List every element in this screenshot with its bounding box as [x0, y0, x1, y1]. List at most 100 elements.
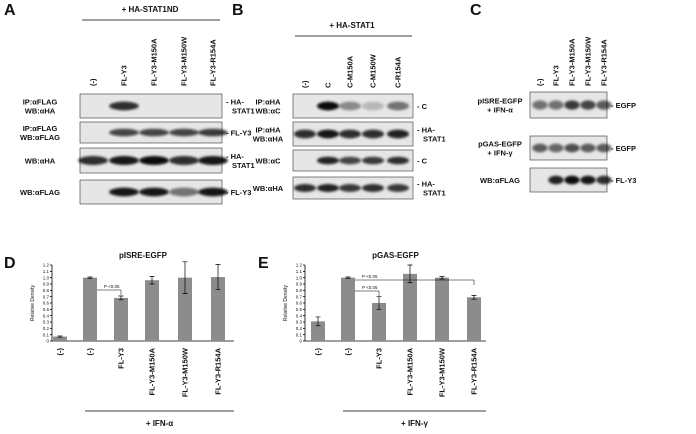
y-tick-label: 0.4 [296, 313, 303, 318]
blot-band [198, 187, 228, 197]
blot-strip [79, 93, 223, 119]
blot-band [293, 129, 317, 139]
blot-band [532, 100, 548, 110]
bar [341, 277, 355, 341]
error-bar [376, 296, 382, 310]
y-axis-label: Relative Density [283, 284, 289, 321]
blot-band [386, 184, 410, 192]
y-tick-label: 0.2 [43, 326, 50, 331]
y-tick-label: 0 [46, 339, 49, 344]
blot-band [386, 129, 410, 139]
band-marker: STAT1 [423, 135, 446, 144]
row-label: WB:αHA [253, 135, 284, 144]
band-marker: - FL-Y3 [226, 129, 251, 138]
panel-label: B [232, 2, 244, 19]
y-tick-label: 1.1 [296, 269, 303, 274]
row-label: + IFN-γ [487, 149, 513, 158]
bar [403, 273, 417, 341]
row-label: WB:αC [255, 157, 281, 166]
lane-label: FL-Y3 [120, 65, 129, 86]
row-label: WB:αHA [25, 157, 56, 166]
x-axis-label: + IFN-α [146, 419, 173, 428]
y-tick-label: 0.7 [296, 294, 303, 299]
blot-band [596, 143, 612, 153]
x-tick-label: (-) [344, 348, 353, 356]
y-tick-label: 0.7 [43, 294, 50, 299]
blot-band [109, 101, 139, 111]
lane-label: C-M150A [346, 55, 355, 88]
lane-label: FL-Y3-R154A [600, 39, 609, 86]
blot-header: + HA-STAT1ND [122, 5, 179, 14]
error-bar [315, 316, 321, 327]
significance-label: P <0.05 [362, 274, 378, 279]
y-tick-label: 0.6 [43, 301, 50, 306]
blot-band [169, 128, 199, 137]
band-marker: - C [417, 157, 428, 166]
y-tick-label: 0.8 [296, 288, 303, 293]
error-bar [345, 276, 351, 279]
band-marker: - C [417, 102, 428, 111]
blot-band [361, 156, 385, 165]
bar [53, 336, 67, 341]
blot-band [338, 156, 362, 165]
band-marker: - EGFP [611, 101, 636, 110]
blot-band [548, 143, 564, 153]
blot-band [596, 100, 612, 110]
blot-band [169, 187, 199, 197]
x-tick-label: FL-Y3 [375, 348, 384, 369]
error-bar [439, 276, 445, 280]
lane-label: (-) [89, 78, 98, 86]
blot-band [316, 129, 340, 139]
blot-band [139, 187, 169, 197]
blot-band [198, 156, 228, 165]
x-tick-label: FL-Y3-M150A [406, 347, 415, 395]
blot-band [109, 156, 139, 165]
x-tick-label: (-) [86, 348, 95, 356]
x-tick-label: FL-Y3-M150A [148, 347, 157, 395]
x-tick-label: (-) [56, 348, 65, 356]
band-marker: STAT1 [423, 189, 446, 198]
chart-title: pGAS-EGFP [372, 251, 419, 260]
blot-band [338, 129, 362, 139]
panel-label: A [4, 2, 16, 19]
significance-bracket [97, 289, 122, 295]
blot-band [78, 156, 108, 165]
y-tick-label: 0.2 [296, 326, 303, 331]
y-tick-label: 0.4 [43, 313, 50, 318]
lane-label: (-) [536, 78, 545, 86]
blot-band [580, 100, 596, 110]
blot-band [564, 143, 580, 153]
band-marker: - HA- [226, 98, 244, 107]
lane-label: C-M150W [369, 53, 378, 88]
y-axis-label: Relative Density [30, 284, 36, 321]
significance-bracket [355, 279, 475, 285]
blot-band [548, 175, 564, 185]
y-tick-label: 0.5 [296, 307, 303, 312]
lane-label: FL-Y3 [552, 65, 561, 86]
bar [114, 297, 128, 341]
y-tick-label: 0 [299, 339, 302, 344]
row-label: IP:αFLAG [23, 124, 58, 133]
x-tick-label: FL-Y3-R154A [470, 347, 479, 394]
row-label: WB:αFLAG [20, 188, 60, 197]
y-tick-label: 0.1 [296, 332, 303, 337]
lane-label: FL-Y3-M150A [150, 38, 159, 86]
bar [311, 321, 325, 341]
blot-header: + HA-STAT1 [329, 21, 375, 30]
band-marker: - HA- [226, 152, 244, 161]
error-bar [118, 295, 124, 301]
row-label: WB:αHA [25, 107, 56, 116]
y-tick-label: 1.0 [43, 275, 50, 280]
significance-label: P <0.05 [362, 285, 378, 290]
y-tick-label: 0.5 [43, 307, 50, 312]
error-bar [215, 264, 221, 291]
bar [435, 277, 449, 341]
blot-band [361, 101, 385, 111]
y-tick-label: 0.3 [43, 320, 50, 325]
row-label: + IFN-α [487, 106, 513, 115]
y-tick-label: 0.8 [43, 288, 50, 293]
blot-band [109, 128, 139, 137]
y-tick-label: 0.9 [43, 282, 50, 287]
blot-band [386, 156, 410, 165]
